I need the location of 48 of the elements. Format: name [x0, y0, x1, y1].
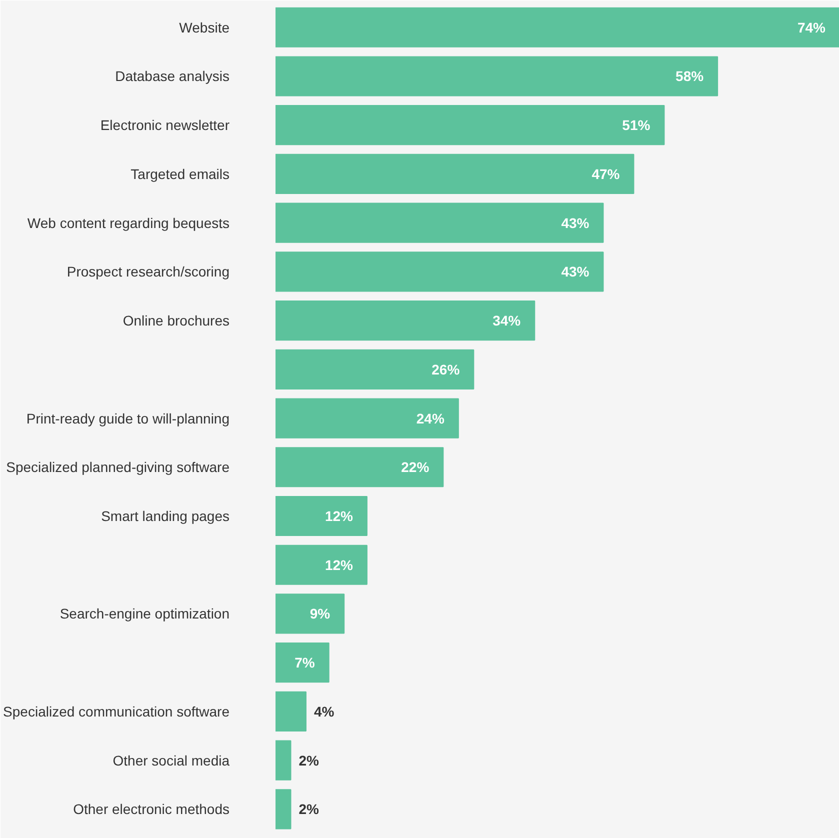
y-tick-label: Web content regarding bequests: [27, 214, 230, 231]
bar: [276, 691, 306, 732]
bar: [276, 154, 634, 194]
bar: [276, 349, 474, 390]
bar: [276, 789, 292, 830]
bar: [276, 496, 368, 536]
y-tick-label: Prospect research/scoring: [66, 264, 230, 280]
bar: [276, 56, 718, 96]
bar: [276, 300, 536, 341]
data-label: 43%: [561, 264, 590, 280]
bar: [276, 252, 604, 292]
y-tick-label: Other social media: [112, 752, 230, 768]
y-tick-label: Website: [179, 19, 230, 36]
y-tick-label: Smart landing pages: [101, 508, 230, 524]
data-label: 74%: [797, 19, 826, 36]
bar: [276, 202, 604, 243]
y-tick-label: Print-ready guide to will-planning: [26, 410, 230, 426]
data-label: 4%: [314, 703, 335, 720]
data-label: 47%: [592, 166, 620, 182]
y-tick-label: Specialized communication software: [3, 703, 230, 720]
y-tick-label: Specialized planned-giving software: [6, 459, 230, 476]
y-tick-label: Search-engine optimization: [60, 606, 230, 622]
y-tick-label: Targeted emails: [130, 166, 230, 182]
y-tick-label: Database analysis: [115, 68, 230, 84]
bar: [276, 105, 665, 146]
data-label: 7%: [294, 654, 316, 671]
data-label: 58%: [676, 68, 704, 84]
bar: [276, 594, 345, 634]
bar: [276, 398, 459, 438]
bar: [276, 7, 839, 48]
bar: [276, 447, 444, 488]
bar: [276, 544, 368, 585]
bar: [276, 740, 292, 780]
data-label: 22%: [401, 459, 430, 476]
data-label: 9%: [310, 606, 331, 622]
data-label: 2%: [298, 801, 320, 818]
y-tick-label: Online brochures: [122, 312, 230, 329]
data-label: 51%: [622, 117, 651, 134]
data-label: 34%: [492, 312, 522, 329]
data-label: 26%: [432, 361, 460, 378]
data-label: 2%: [298, 752, 320, 768]
bar: [276, 642, 330, 683]
data-label: 12%: [324, 556, 354, 573]
y-tick-label: Other electronic methods: [73, 801, 230, 818]
y-tick-label: Electronic newsletter: [100, 117, 230, 134]
data-label: 24%: [416, 410, 445, 426]
data-label: 12%: [324, 508, 354, 524]
data-label: 43%: [561, 214, 590, 231]
